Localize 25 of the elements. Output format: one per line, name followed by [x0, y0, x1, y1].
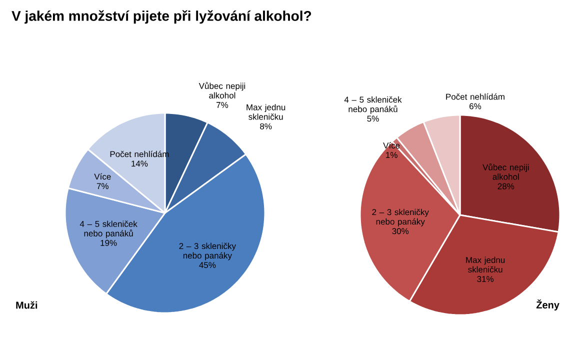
slice-label: Max jednu skleničku [466, 256, 505, 273]
slice-label: 2 – 3 skleničky nebo panáky [179, 242, 236, 260]
slice-label: Vůbec nepiji alkohol [482, 163, 529, 180]
slice-label: Vůbec nepiji alkohol [198, 82, 246, 98]
data-label: 19% [100, 240, 117, 246]
text: Ženy [536, 299, 560, 310]
data-label: 1% [386, 152, 398, 158]
slice-label: Více [94, 173, 111, 180]
text: Muži [16, 301, 38, 309]
data-label: 6% [470, 103, 482, 110]
data-label: 30% [392, 228, 409, 234]
slice-label: 4 – 5 skleniček nebo panáků [344, 96, 402, 114]
data-label: 28% [498, 183, 514, 190]
data-label: 14% [132, 160, 148, 167]
data-label: 5% [367, 116, 379, 122]
slice-label: 2 – 3 skleničky nebo panáky [372, 208, 429, 226]
data-label: 7% [216, 102, 228, 108]
data-label: 7% [96, 183, 108, 190]
data-label: 31% [477, 276, 494, 282]
data-label: 45% [199, 262, 216, 268]
chart-title: V jakém množství pijete při lyžování alkohol? [12, 10, 312, 24]
data-label: 8% [260, 123, 272, 130]
slice-label: 4 – 5 skleniček nebo panáků [80, 220, 138, 238]
slice-label: Počet nehlídám [446, 93, 504, 100]
slice-label: Max jednu skleničku [246, 104, 286, 120]
